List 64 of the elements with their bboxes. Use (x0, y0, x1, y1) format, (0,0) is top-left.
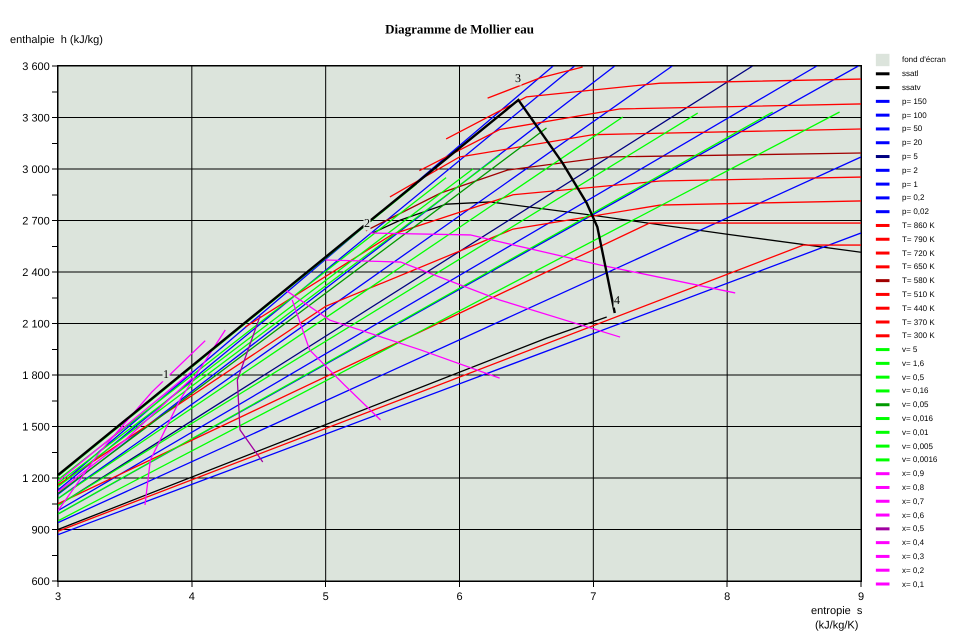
legend-label: ssatl (902, 69, 919, 78)
legend-label: x= 0,3 (902, 552, 925, 561)
legend-label: p= 1 (902, 180, 918, 189)
legend-label: p= 0,2 (902, 193, 926, 202)
chart-title: Diagramme de Mollier eau (385, 21, 534, 36)
y-tick-label: 1 200 (22, 472, 50, 485)
legend-label: T= 300 K (902, 331, 936, 340)
y-tick-label: 2 400 (22, 266, 50, 279)
legend-label: v= 0,01 (902, 428, 930, 437)
annotation: 2 (364, 216, 370, 230)
legend-label: p= 150 (902, 97, 928, 106)
legend-label: v= 1,6 (902, 359, 925, 368)
y-tick-label: 900 (31, 524, 50, 536)
legend-label: v= 5 (902, 345, 918, 354)
legend-label: p= 2 (902, 166, 918, 175)
legend-label: T= 860 K (902, 221, 936, 230)
legend-label: p= 0,02 (902, 207, 930, 216)
legend-label: v= 0,0016 (902, 455, 938, 464)
legend-label: x= 0,7 (902, 497, 925, 506)
legend-label: fond d'écran (902, 55, 946, 64)
legend-label: ssatv (902, 83, 921, 92)
x-tick-label: 8 (724, 591, 730, 604)
legend-label: v= 0,005 (902, 442, 934, 451)
legend-label: x= 0,6 (902, 511, 925, 520)
y-tick-label: 3 600 (22, 60, 50, 73)
legend-label: T= 720 K (902, 249, 936, 258)
annotation: 3 (515, 71, 521, 85)
legend-label: p= 100 (902, 111, 928, 120)
legend-label: x= 0,9 (902, 469, 925, 478)
legend-label: x= 0,8 (902, 483, 925, 492)
y-tick-label: 2 100 (22, 318, 50, 330)
x-tick-label: 6 (456, 591, 463, 604)
legend-label: T= 650 K (902, 262, 936, 271)
y-tick-label: 1 500 (22, 421, 50, 434)
y-tick-label: 3 300 (22, 112, 50, 124)
legend-label: x= 0,1 (902, 580, 925, 589)
x-tick-label: 5 (322, 591, 329, 604)
legend-label: x= 0,4 (902, 538, 925, 547)
legend-label: T= 580 K (902, 276, 936, 285)
legend-label: x= 0,5 (902, 524, 925, 533)
legend-label: p= 20 (902, 138, 923, 147)
y-axis-title: enthalpie h (kJ/kg) (10, 34, 103, 46)
y-tick-label: 3 000 (22, 164, 50, 176)
legend-label: v= 0,016 (902, 414, 934, 423)
legend-label: x= 0,2 (902, 566, 925, 575)
y-tick-label: 1 800 (22, 370, 50, 382)
legend-label: T= 440 K (902, 304, 936, 313)
legend-label: T= 510 K (902, 290, 936, 299)
annotation: 1 (163, 367, 169, 381)
legend-label: v= 0,16 (902, 386, 930, 395)
legend-label: p= 5 (902, 152, 918, 161)
x-tick-label: 4 (188, 591, 195, 604)
legend-label: p= 50 (902, 124, 923, 133)
legend-label: T= 370 K (902, 318, 936, 327)
legend-label: T= 790 K (902, 235, 936, 244)
y-tick-label: 600 (31, 576, 50, 588)
y-tick-label: 2 700 (22, 215, 50, 228)
x-tick-label: 9 (858, 591, 864, 604)
annotation: 4 (614, 293, 620, 307)
x-tick-label: 7 (590, 591, 596, 604)
x-axis-title: entropie s (kJ/kg/K) (811, 605, 863, 632)
legend-label: v= 0,5 (902, 373, 925, 382)
legend-label: v= 0,05 (902, 400, 930, 409)
x-tick-label: 3 (54, 591, 62, 604)
